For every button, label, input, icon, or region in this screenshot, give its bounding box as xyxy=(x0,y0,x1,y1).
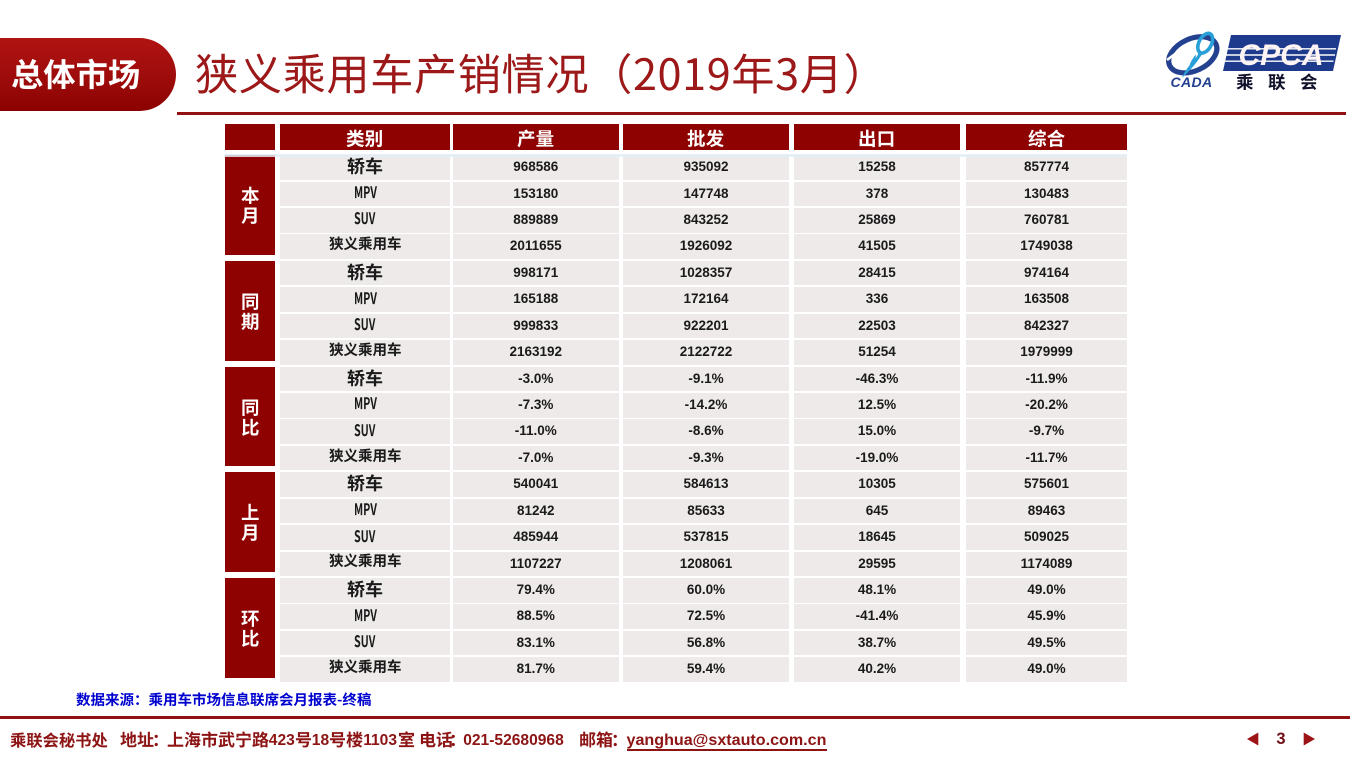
svg-text:CADA: CADA xyxy=(1171,74,1213,90)
svg-text:CPCA: CPCA xyxy=(1238,39,1323,72)
